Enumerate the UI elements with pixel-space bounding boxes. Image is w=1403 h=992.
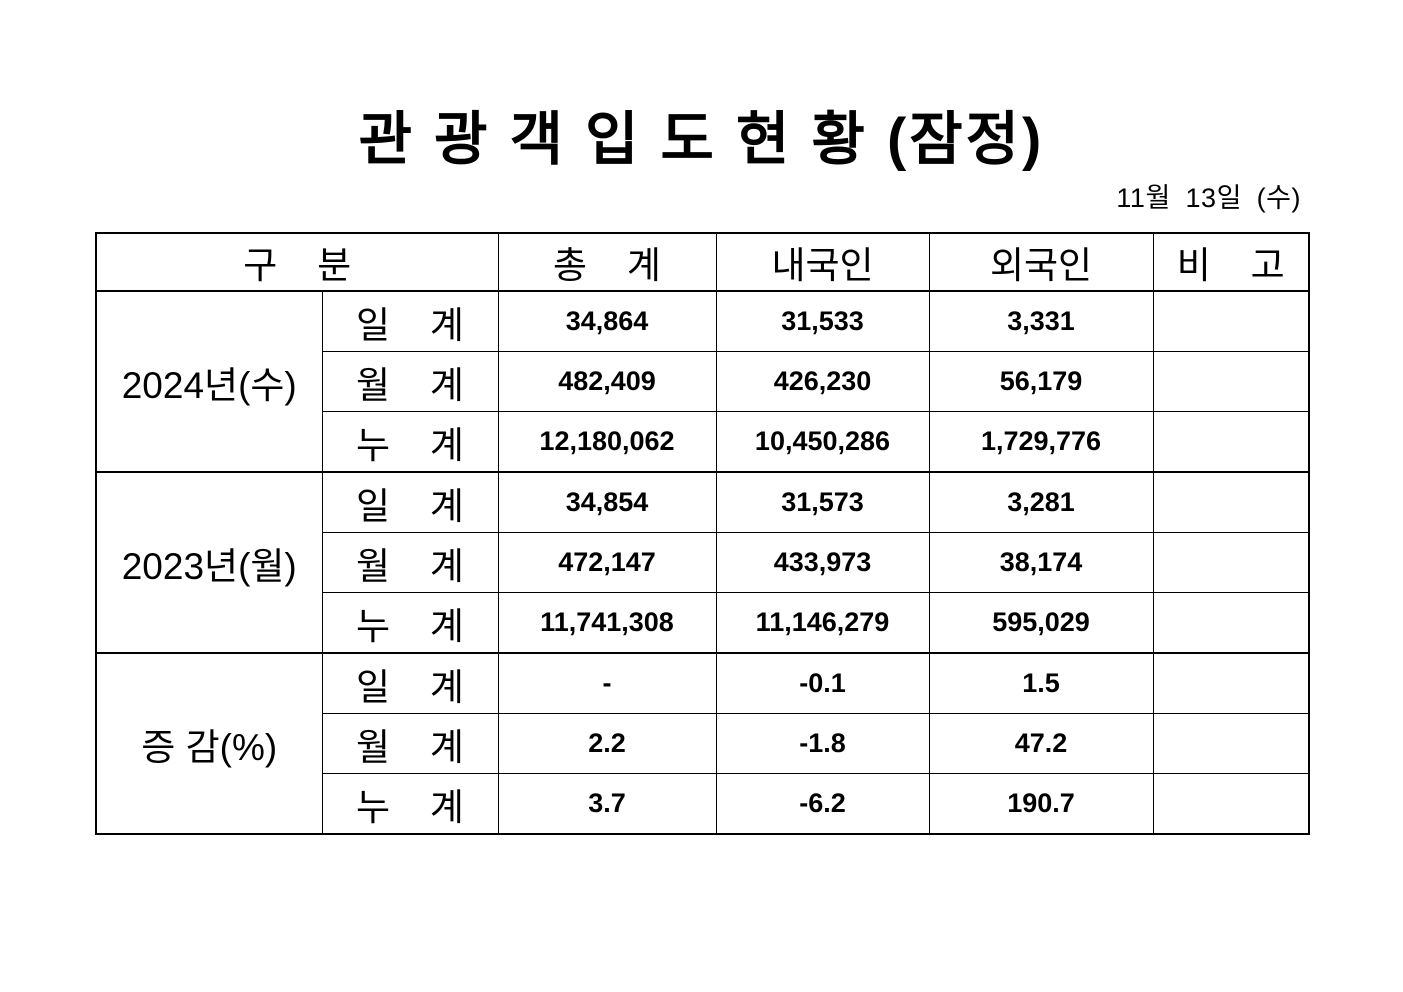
group-label-change: 증 감(%)	[95, 652, 323, 835]
row-label-cumulative: 누 계	[321, 773, 499, 835]
cell-foreign: 47.2	[928, 713, 1154, 774]
cell-foreign: 1.5	[928, 652, 1154, 714]
cell-total: -	[497, 652, 717, 714]
cell-total: 11,741,308	[497, 592, 717, 654]
cell-foreign: 1,729,776	[928, 411, 1154, 473]
table-row-2023-daily: 2023년(월) 일 계 34,854 31,573 3,281	[95, 471, 1310, 654]
row-label-monthly: 월 계	[321, 351, 499, 412]
row-label-daily: 일 계	[321, 290, 499, 352]
report-date: 11월 13일 (수)	[1116, 183, 1301, 213]
table-row-change-cumulative: 누 계 3.7 -6.2 190.7	[96, 773, 1310, 835]
cell-note	[1152, 713, 1310, 774]
header-note: 비 고	[1152, 232, 1310, 292]
cell-total: 34,864	[497, 290, 717, 352]
cell-domestic: 10,450,286	[715, 411, 930, 473]
cell-foreign: 3,281	[928, 471, 1154, 533]
cell-domestic: 426,230	[715, 351, 930, 412]
table-header-row: 구 분 총 계 내국인 외국인 비 고	[95, 232, 1310, 292]
cell-foreign: 38,174	[928, 532, 1154, 593]
table-row-2024-daily: 2024년(수) 일 계 34,864 31,533 3,331	[95, 290, 1310, 473]
cell-note	[1152, 290, 1310, 352]
cell-note	[1152, 592, 1310, 654]
cell-foreign: 56,179	[928, 351, 1154, 412]
row-label-cumulative: 누 계	[321, 592, 499, 654]
cell-domestic: 433,973	[715, 532, 930, 593]
cell-total: 34,854	[497, 471, 717, 533]
cell-note	[1152, 351, 1310, 412]
table-row-2023-monthly: 월 계 472,147 433,973 38,174	[96, 532, 1310, 593]
cell-domestic: -6.2	[715, 773, 930, 835]
cell-domestic: 31,573	[715, 471, 930, 533]
cell-note	[1152, 773, 1310, 835]
cell-total: 12,180,062	[497, 411, 717, 473]
cell-domestic: 31,533	[715, 290, 930, 352]
table-row-change-monthly: 월 계 2.2 -1.8 47.2	[96, 713, 1310, 774]
table-row-2024-cumulative: 누 계 12,180,062 10,450,286 1,729,776	[96, 411, 1310, 473]
header-foreign: 외국인	[928, 232, 1154, 292]
row-label-daily: 일 계	[321, 471, 499, 533]
cell-domestic: -1.8	[715, 713, 930, 774]
table-row-2023-cumulative: 누 계 11,741,308 11,146,279 595,029	[96, 592, 1310, 654]
cell-note	[1152, 411, 1310, 473]
cell-note	[1152, 532, 1310, 593]
table-row-2024-monthly: 월 계 482,409 426,230 56,179	[96, 351, 1310, 412]
row-label-cumulative: 누 계	[321, 411, 499, 473]
cell-total: 2.2	[497, 713, 717, 774]
cell-total: 472,147	[497, 532, 717, 593]
row-label-monthly: 월 계	[321, 532, 499, 593]
cell-foreign: 595,029	[928, 592, 1154, 654]
group-label-2023: 2023년(월)	[95, 471, 323, 654]
cell-note	[1152, 652, 1310, 714]
cell-domestic: -0.1	[715, 652, 930, 714]
row-label-monthly: 월 계	[321, 713, 499, 774]
table-row-change-daily: 증 감(%) 일 계 - -0.1 1.5	[95, 652, 1310, 835]
header-domestic: 내국인	[715, 232, 930, 292]
page-title: 관 광 객 입 도 현 황 (잠정)	[358, 107, 1045, 172]
group-label-2024: 2024년(수)	[95, 290, 323, 473]
header-total: 총 계	[497, 232, 717, 292]
cell-foreign: 3,331	[928, 290, 1154, 352]
tourist-arrivals-table: 구 분 총 계 내국인 외국인 비 고 2024년(수) 일 계 34,864 …	[95, 232, 1310, 835]
cell-foreign: 190.7	[928, 773, 1154, 835]
cell-total: 3.7	[497, 773, 717, 835]
cell-total: 482,409	[497, 351, 717, 412]
cell-domestic: 11,146,279	[715, 592, 930, 654]
cell-note	[1152, 471, 1310, 533]
row-label-daily: 일 계	[321, 652, 499, 714]
header-category: 구 분	[95, 232, 499, 292]
